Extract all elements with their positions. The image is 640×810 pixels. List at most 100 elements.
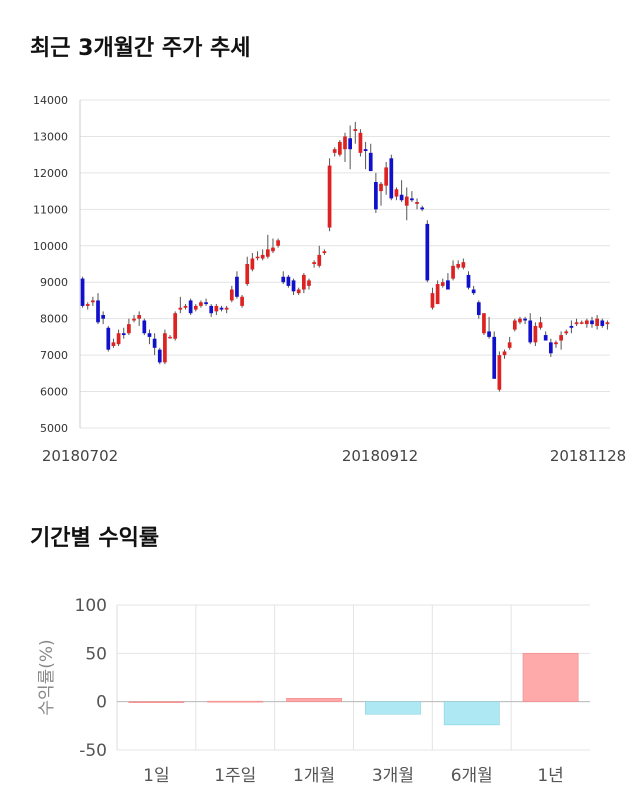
- candle-body: [338, 141, 342, 155]
- candle-body: [384, 167, 389, 186]
- candle-body: [435, 284, 440, 305]
- candle-body: [497, 355, 502, 390]
- candle-body: [528, 320, 533, 343]
- candle-body: [533, 325, 538, 343]
- candle-body: [584, 320, 589, 325]
- candle-body: [502, 351, 507, 356]
- y-axis-label: 수익률(%): [37, 639, 57, 715]
- period-return-title: 기간별 수익률: [30, 526, 160, 551]
- candle-body: [394, 189, 399, 197]
- x-tick-label: 20181128: [550, 447, 626, 465]
- candle-body: [348, 138, 352, 150]
- candle-body: [193, 305, 198, 310]
- y-tick-label: 5000: [40, 422, 68, 435]
- candle-body: [312, 262, 316, 264]
- candle-body: [219, 307, 224, 310]
- candle-body: [116, 333, 121, 345]
- candle-body: [106, 327, 111, 350]
- candle-body: [579, 322, 584, 324]
- candle-body: [163, 333, 167, 363]
- candle-body: [523, 318, 527, 321]
- candle-body: [85, 304, 90, 306]
- return-bar: [522, 653, 579, 702]
- candle-body: [548, 342, 553, 354]
- y-tick-label: 12000: [33, 167, 68, 180]
- candle-body: [456, 264, 461, 268]
- candle-body: [389, 158, 394, 199]
- candle-body: [209, 305, 214, 314]
- y-tick-label: 10000: [33, 240, 68, 253]
- candle-body: [245, 264, 250, 285]
- candle-body: [492, 336, 497, 379]
- candle-body: [543, 335, 548, 341]
- candle-body: [322, 251, 327, 254]
- y-tick-label: 8000: [40, 313, 68, 326]
- candle-body: [276, 240, 280, 246]
- y-tick-label: 0: [96, 693, 107, 713]
- candle-body: [147, 333, 152, 337]
- y-tick-label: 9000: [40, 276, 68, 289]
- candle-body: [111, 342, 116, 346]
- candle-body: [265, 249, 270, 257]
- candle-body: [152, 338, 157, 348]
- candle-body: [317, 254, 322, 266]
- return-bar: [443, 701, 500, 726]
- candle-body: [404, 196, 409, 206]
- candle-body: [137, 315, 142, 319]
- candle-body: [564, 331, 569, 334]
- candle-body: [332, 149, 337, 153]
- candle-body: [440, 282, 445, 286]
- candle-body: [188, 300, 193, 314]
- candle-body: [178, 307, 183, 310]
- candle-body: [199, 302, 203, 306]
- candle-body: [255, 256, 260, 259]
- candle-body: [569, 325, 574, 328]
- candle-body: [482, 313, 486, 334]
- candlestick-chart: 5000 6000 7000 8000 9000 10000 11000 12000 13000…: [33, 94, 626, 465]
- candle-body: [512, 320, 517, 330]
- x-tick-label: 20180912: [342, 447, 418, 465]
- y-tick-label: 11000: [33, 203, 68, 216]
- y-tick-label: -50: [79, 741, 107, 761]
- candle-body: [461, 262, 466, 268]
- candle-body: [96, 300, 100, 323]
- y-tick-label: 13000: [33, 130, 68, 143]
- candle-body: [307, 280, 311, 286]
- x-tick-label: 1개월: [293, 766, 335, 786]
- y-tick-label: 14000: [33, 94, 68, 107]
- y-tick-label: 7000: [40, 349, 68, 362]
- candle-body: [466, 274, 471, 288]
- candle-body: [415, 202, 419, 204]
- candle-body: [353, 129, 358, 131]
- return-bar: [207, 700, 264, 703]
- x-tick-label: 1주일: [214, 766, 256, 786]
- candle-body: [410, 198, 414, 201]
- y-tick-label: 50: [85, 644, 107, 664]
- candle-body: [281, 276, 286, 283]
- x-tick-label: 1년: [537, 766, 563, 786]
- candle-body: [250, 258, 255, 270]
- candle-body: [363, 149, 368, 152]
- candle-body: [374, 182, 378, 210]
- candle-body: [127, 324, 131, 334]
- candle-body: [487, 331, 491, 337]
- candle-body: [235, 276, 239, 297]
- candle-body: [132, 318, 136, 321]
- candle-body: [121, 333, 126, 336]
- candle-body: [286, 276, 291, 286]
- candle-body: [399, 194, 404, 201]
- x-tick-label: 1일: [143, 766, 169, 786]
- candle-body: [214, 305, 219, 312]
- candle-body: [425, 223, 430, 281]
- candle-body: [554, 342, 558, 345]
- return-bar: [286, 697, 342, 702]
- candle-body: [471, 289, 476, 294]
- candle-body: [157, 349, 162, 363]
- candle-body: [296, 289, 301, 294]
- return-bar: [365, 701, 421, 715]
- candle-body: [301, 274, 306, 290]
- return-bar: [128, 701, 185, 703]
- candle-body: [518, 318, 522, 323]
- candle-body: [183, 305, 188, 308]
- candle-body: [605, 322, 610, 325]
